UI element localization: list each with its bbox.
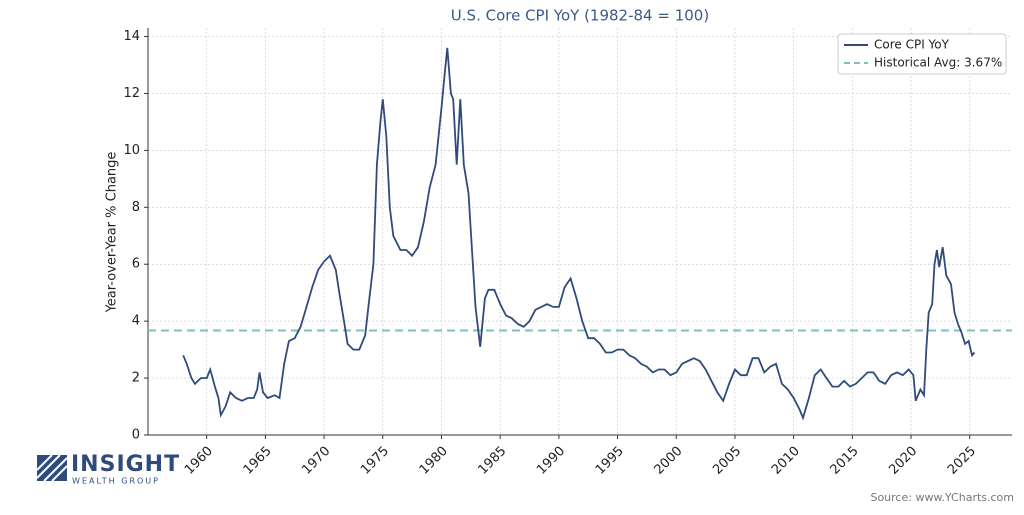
x-tick-label: 1960	[182, 444, 216, 478]
x-tick-label: 1990	[534, 444, 568, 478]
y-tick-label: 4	[132, 314, 140, 329]
x-tick-label: 1985	[475, 444, 509, 478]
legend-label: Historical Avg: 3.67%	[874, 56, 1002, 70]
data-line	[182, 47, 976, 421]
logo-tagline: WEALTH GROUP	[72, 477, 160, 486]
y-tick-label: 6	[132, 257, 140, 272]
y-tick-label: 12	[123, 86, 140, 101]
y-axis-label: Year-over-Year % Change	[105, 152, 120, 314]
legend-label: Core CPI YoY	[874, 38, 950, 52]
x-tick-label: 2015	[828, 444, 862, 478]
x-tick-label: 2005	[710, 444, 744, 478]
y-tick-label: 14	[123, 29, 140, 44]
source: Source: www.YCharts.com	[870, 491, 1014, 504]
y-tick-label: 2	[132, 371, 140, 386]
legend-box	[837, 33, 1007, 75]
x-tick-label: 2000	[652, 444, 686, 478]
logo-name: INSIGHT	[71, 452, 180, 477]
x-tick-label: 1965	[241, 444, 275, 478]
chart-title: U.S. Core CPI YoY (1982-84 = 100)	[451, 7, 709, 25]
x-tick-label: 2010	[769, 444, 803, 478]
x-tick-label: 1995	[593, 444, 627, 478]
y-tick-label: 0	[132, 428, 140, 443]
x-tick-label: 2020	[886, 444, 920, 478]
y-tick-label: 10	[123, 143, 140, 158]
y-tick-label: 8	[132, 200, 140, 215]
x-tick-label: 2025	[945, 444, 979, 478]
x-tick-label: 1980	[417, 444, 451, 478]
logo-icon	[36, 454, 68, 482]
x-tick-label: 1970	[299, 444, 333, 478]
x-tick-label: 1975	[358, 444, 392, 478]
